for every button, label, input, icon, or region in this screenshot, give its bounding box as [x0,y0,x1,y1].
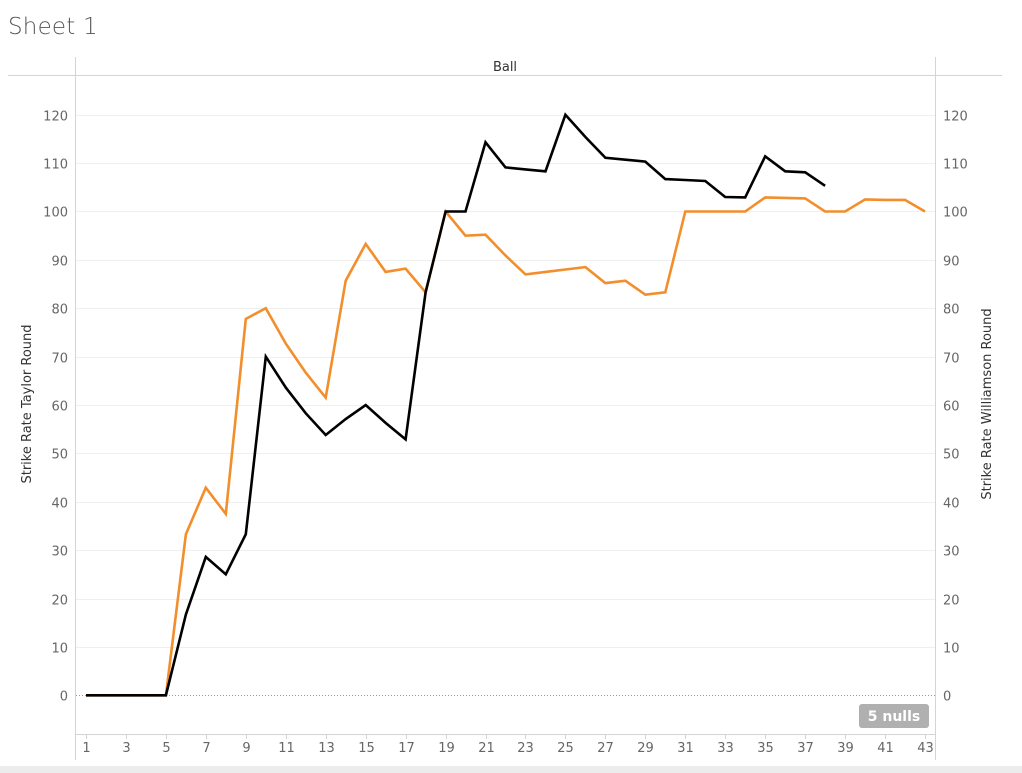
x-tick-label: 11 [278,741,295,756]
y-tick-label-right: 110 [943,158,968,173]
y-tick-label-left: 0 [60,690,68,705]
nulls-indicator[interactable]: 5 nulls [859,704,929,728]
y-tick-label-left: 90 [51,255,68,270]
y-tick-label-right: 50 [943,448,960,463]
x-tick-label: 5 [162,741,170,756]
tick-labels: 0 0 10 10 20 20 30 30 40 40 50 50 60 60 70 70 80 80 90 90 10… [43,110,968,757]
y-tick-label-left: 20 [51,594,68,609]
x-tick-label: 21 [478,741,495,756]
y-tick-label-left: 30 [51,545,68,560]
x-tick-label: 35 [757,741,774,756]
y-tick-label-right: 70 [943,352,960,367]
x-tick-label: 25 [557,741,574,756]
x-tick-label: 33 [717,741,734,756]
y-tick-label-right: 80 [943,303,960,318]
y-tick-label-left: 60 [51,400,68,415]
y-tick-label-right: 100 [943,206,968,221]
chart-frame [8,57,1002,760]
series-line-williamson[interactable] [86,196,926,697]
x-tick-label: 29 [637,741,654,756]
x-tick-label: 7 [202,741,210,756]
y-tick-label-right: 90 [943,255,960,270]
series-line-taylor[interactable] [86,112,826,697]
column-header: Ball [493,60,517,75]
series-lines [86,112,926,697]
sheet-title: Sheet 1 [8,14,98,40]
y-tick-label-left: 50 [51,448,68,463]
x-tick-label: 9 [242,741,250,756]
y-axis-label-right: Strike Rate Williamson Round [980,308,995,499]
y-tick-label-left: 40 [51,497,68,512]
y-tick-label-right: 30 [943,545,960,560]
bottom-scroll-strip [0,766,1022,773]
x-tick-label: 3 [122,741,130,756]
y-tick-label-left: 80 [51,303,68,318]
x-tick-label: 31 [677,741,694,756]
y-tick-label-left: 120 [43,110,68,125]
nulls-badge-background [859,704,929,728]
y-tick-label-left: 10 [51,642,68,657]
y-tick-label-left: 110 [43,158,68,173]
x-tick-label: 39 [837,741,854,756]
x-tick-label: 37 [797,741,814,756]
x-tick-label: 1 [82,741,90,756]
x-tick-label: 17 [398,741,415,756]
x-tick-label: 23 [517,741,534,756]
y-tick-label-right: 120 [943,110,968,125]
x-tick-label: 27 [597,741,614,756]
nulls-badge-text: 5 nulls [868,709,920,725]
y-tick-label-right: 40 [943,497,960,512]
y-axis-label-left: Strike Rate Taylor Round [20,324,35,483]
y-tick-label-left: 70 [51,352,68,367]
x-tick-label: 13 [318,741,335,756]
x-tick-label: 43 [917,741,934,756]
x-tick-label: 41 [877,741,894,756]
x-tick-label: 19 [438,741,455,756]
x-tick-label: 15 [358,741,375,756]
y-tick-label-right: 0 [943,690,951,705]
y-tick-label-left: 100 [43,206,68,221]
y-tick-label-right: 20 [943,594,960,609]
y-tick-label-right: 60 [943,400,960,415]
gridlines [76,115,935,696]
y-tick-label-right: 10 [943,642,960,657]
